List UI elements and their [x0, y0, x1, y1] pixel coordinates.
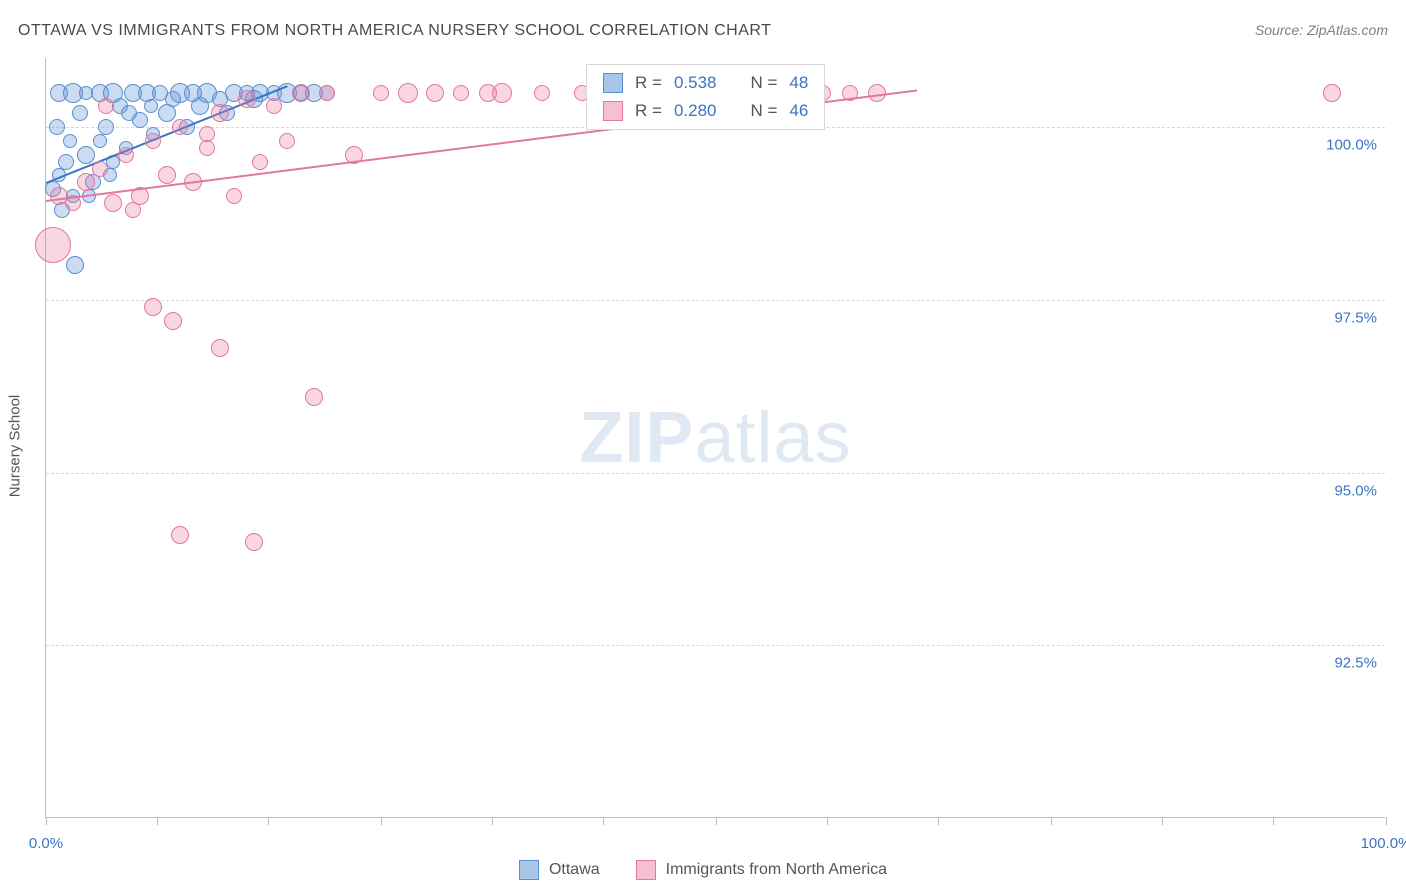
source-prefix: Source: — [1255, 22, 1307, 38]
legend-swatch — [519, 860, 539, 880]
data-point — [144, 298, 162, 316]
legend: Ottawa Immigrants from North America — [0, 860, 1406, 880]
source-caption: Source: ZipAtlas.com — [1255, 22, 1388, 38]
legend-label: Immigrants from North America — [666, 861, 887, 879]
legend-item: Immigrants from North America — [636, 860, 887, 880]
y-tick-label: 97.5% — [1334, 309, 1377, 326]
n-label: N = — [750, 73, 777, 93]
data-point — [305, 388, 323, 406]
stats-box: R = 0.538 N = 48 R = 0.280 N = 46 — [586, 64, 825, 130]
data-point — [77, 146, 95, 164]
data-point — [66, 256, 84, 274]
data-point — [93, 134, 107, 148]
data-point — [398, 83, 418, 103]
x-tick — [46, 817, 47, 825]
x-tick — [1386, 817, 1387, 825]
data-point — [279, 133, 295, 149]
data-point — [49, 119, 65, 135]
x-tick — [827, 817, 828, 825]
data-point — [98, 119, 114, 135]
stats-row: R = 0.280 N = 46 — [587, 97, 824, 125]
y-tick-label: 100.0% — [1326, 137, 1377, 154]
data-point — [165, 91, 181, 107]
data-point — [58, 154, 74, 170]
data-point — [171, 526, 189, 544]
data-point — [72, 105, 88, 121]
y-axis-label: Nursery School — [7, 395, 24, 498]
data-point — [292, 84, 310, 102]
x-tick — [1273, 817, 1274, 825]
data-point — [426, 84, 444, 102]
watermark-rest: atlas — [694, 398, 851, 478]
data-point — [158, 166, 176, 184]
data-point — [144, 99, 158, 113]
data-point — [453, 85, 469, 101]
x-tick — [268, 817, 269, 825]
watermark: ZIPatlas — [579, 397, 851, 479]
data-point — [35, 227, 71, 263]
data-point — [164, 312, 182, 330]
n-value: 46 — [789, 101, 808, 121]
r-label: R = — [635, 73, 662, 93]
r-value: 0.538 — [674, 73, 717, 93]
plot-wrapper: ZIPatlas 92.5%95.0%97.5%100.0%0.0%100.0%… — [45, 58, 1385, 818]
n-label: N = — [750, 101, 777, 121]
data-point — [191, 97, 209, 115]
x-tick — [157, 817, 158, 825]
r-label: R = — [635, 101, 662, 121]
data-point — [266, 98, 282, 114]
data-point — [319, 85, 335, 101]
y-tick-label: 95.0% — [1334, 482, 1377, 499]
gridline — [46, 300, 1385, 301]
header: OTTAWA VS IMMIGRANTS FROM NORTH AMERICA … — [18, 22, 1388, 40]
legend-label: Ottawa — [549, 861, 600, 879]
x-tick — [1162, 817, 1163, 825]
x-tick — [603, 817, 604, 825]
chart-title: OTTAWA VS IMMIGRANTS FROM NORTH AMERICA … — [18, 22, 771, 40]
data-point — [121, 105, 137, 121]
data-point — [1323, 84, 1341, 102]
watermark-bold: ZIP — [579, 398, 694, 478]
data-point — [77, 173, 95, 191]
r-value: 0.280 — [674, 101, 717, 121]
x-tick-label: 0.0% — [29, 835, 63, 852]
n-value: 48 — [789, 73, 808, 93]
gridline — [46, 473, 1385, 474]
data-point — [238, 90, 256, 108]
gridline — [46, 645, 1385, 646]
legend-swatch — [636, 860, 656, 880]
data-point — [199, 126, 215, 142]
legend-swatch — [603, 101, 623, 121]
data-point — [145, 133, 161, 149]
stats-row: R = 0.538 N = 48 — [587, 69, 824, 97]
data-point — [199, 140, 215, 156]
y-tick-label: 92.5% — [1334, 655, 1377, 672]
data-point — [226, 188, 242, 204]
data-point — [211, 339, 229, 357]
x-tick — [1051, 817, 1052, 825]
data-point — [373, 85, 389, 101]
data-point — [172, 119, 188, 135]
data-point — [92, 161, 108, 177]
data-point — [125, 202, 141, 218]
x-tick — [716, 817, 717, 825]
data-point — [245, 533, 263, 551]
data-point — [63, 134, 77, 148]
legend-item: Ottawa — [519, 860, 600, 880]
data-point — [252, 154, 268, 170]
source-name: ZipAtlas.com — [1307, 22, 1388, 38]
data-point — [868, 84, 886, 102]
x-tick — [381, 817, 382, 825]
data-point — [98, 98, 114, 114]
x-tick-label: 100.0% — [1361, 835, 1406, 852]
data-point — [118, 147, 134, 163]
data-point — [534, 85, 550, 101]
legend-swatch — [603, 73, 623, 93]
data-point — [492, 83, 512, 103]
plot-area: ZIPatlas 92.5%95.0%97.5%100.0%0.0%100.0%… — [45, 58, 1385, 818]
x-tick — [492, 817, 493, 825]
x-tick — [938, 817, 939, 825]
data-point — [104, 194, 122, 212]
data-point — [211, 104, 229, 122]
